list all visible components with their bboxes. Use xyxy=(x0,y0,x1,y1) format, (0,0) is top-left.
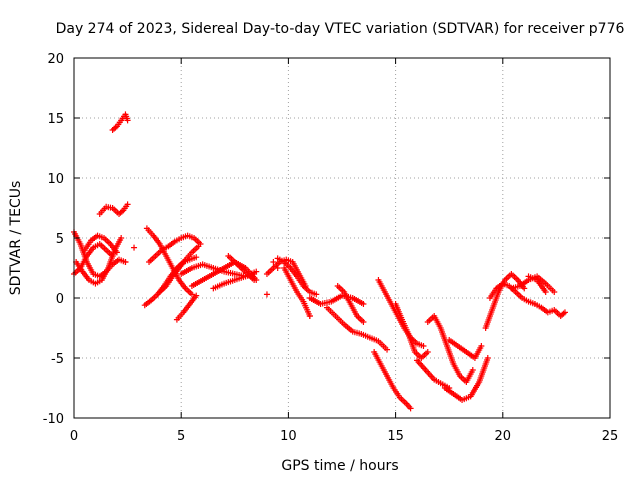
y-tick-label: 15 xyxy=(47,112,64,127)
y-axis-ticks: -10 -5 0 5 10 15 20 xyxy=(43,52,610,427)
data-point xyxy=(263,291,270,298)
series-track xyxy=(274,255,320,298)
data-point xyxy=(131,244,138,251)
isolated-points xyxy=(122,244,313,319)
data-point xyxy=(469,367,476,373)
data-point xyxy=(384,346,391,353)
y-tick-label: -10 xyxy=(43,412,64,427)
data-point xyxy=(561,309,568,316)
series-track xyxy=(146,232,204,265)
data-point xyxy=(407,405,414,412)
data-point xyxy=(193,254,200,261)
data-point xyxy=(424,349,431,355)
series-track xyxy=(173,292,200,323)
series-track xyxy=(508,273,558,295)
data-point xyxy=(360,301,367,307)
y-tick-label: 20 xyxy=(47,52,64,67)
series-track xyxy=(446,337,485,361)
data-point xyxy=(478,343,485,349)
data-point xyxy=(251,277,258,283)
data-point xyxy=(521,285,528,292)
y-tick-label: 5 xyxy=(56,232,64,247)
y-tick-label: -5 xyxy=(51,352,64,367)
series-track xyxy=(81,232,120,256)
series-track xyxy=(281,265,313,319)
data-point xyxy=(122,259,129,265)
data-point xyxy=(274,265,281,271)
series-track xyxy=(73,235,125,287)
x-tick-label: 0 xyxy=(70,429,78,444)
data-point xyxy=(484,355,491,361)
data-point xyxy=(270,259,277,265)
data-point xyxy=(551,289,558,295)
x-axis-ticks: 0 5 10 15 20 25 xyxy=(70,58,618,444)
data-point xyxy=(124,201,131,208)
x-tick-label: 5 xyxy=(177,429,185,444)
series-track xyxy=(225,253,258,283)
data-point xyxy=(360,319,367,325)
x-tick-label: 10 xyxy=(280,429,297,444)
series-track xyxy=(392,301,431,361)
x-tick-label: 15 xyxy=(387,429,404,444)
data-point xyxy=(313,291,320,298)
series-track xyxy=(109,111,131,133)
series-track xyxy=(424,313,476,385)
series-track xyxy=(371,349,414,412)
data-point xyxy=(306,313,313,319)
data-point xyxy=(193,292,200,299)
data-point xyxy=(542,289,549,295)
series-track xyxy=(486,280,538,307)
data-point xyxy=(113,249,120,256)
series-track xyxy=(525,273,549,295)
data-point xyxy=(420,343,427,349)
data-point xyxy=(195,243,202,250)
x-axis-title: GPS time / hours xyxy=(281,458,398,474)
y-axis-title: SDTVAR / TECUs xyxy=(8,181,24,296)
series-track xyxy=(96,201,131,217)
x-tick-label: 25 xyxy=(602,429,619,444)
y-tick-label: 0 xyxy=(56,292,64,307)
series-track xyxy=(156,243,202,295)
data-point xyxy=(188,291,195,298)
series-track xyxy=(441,355,491,403)
data-markers xyxy=(71,111,568,412)
data-point xyxy=(124,117,131,124)
x-tick-label: 20 xyxy=(495,429,512,444)
data-point xyxy=(251,271,258,277)
data-point xyxy=(118,235,125,241)
y-tick-label: 10 xyxy=(47,172,64,187)
series-track xyxy=(323,304,391,353)
chart-title: Day 274 of 2023, Sidereal Day-to-day VTE… xyxy=(56,21,625,37)
series-track xyxy=(531,301,568,319)
series-track xyxy=(334,283,367,325)
